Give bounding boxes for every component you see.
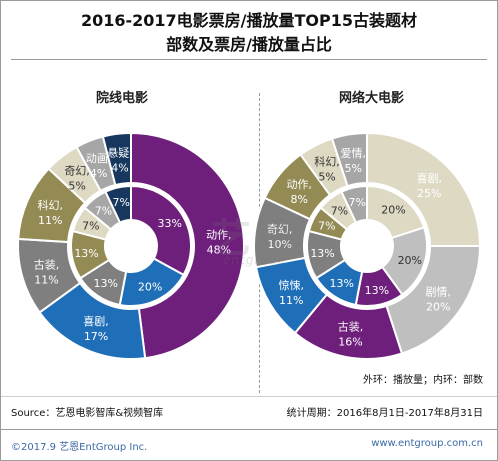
chart0-outer-label-1: 喜剧, 17% — [83, 315, 109, 343]
chart0-outer-label-6: 悬疑, 4% — [107, 147, 133, 175]
chart0-outer-label-5: 动画, 4% — [86, 152, 112, 180]
chart1-inner-label-6: 7% — [331, 204, 348, 217]
right-chart-title: 网络大电影 — [339, 91, 405, 106]
chart1-outer-label-4: 奇幻, 10% — [267, 223, 293, 251]
ring-legend-note: 外环：播放量；内环：部数 — [363, 375, 483, 386]
chart0-inner-label-3: 13% — [74, 247, 98, 260]
chart1-outer-label-3: 惊悚, 11% — [279, 278, 305, 307]
chart0-inner-label-4: 7% — [82, 220, 99, 233]
chart0-outer-slice-6 — [101, 131, 132, 187]
chart1-inner-label-0: 20% — [381, 204, 405, 217]
chart0-outer-label-2: 古装, 11% — [34, 259, 60, 287]
chart0-inner-label-0: 33% — [158, 217, 182, 230]
chart1-inner-slice-7 — [340, 184, 368, 224]
chart-title-line1: 2016-2017电影票房/播放量TOP15古装题材 — [80, 11, 418, 30]
chart0-inner-slice-6 — [104, 184, 132, 224]
chart-title-line2: 部数及票房/播放量占比 — [166, 35, 332, 54]
chart0-outer-label-3: 科幻, 11% — [37, 198, 63, 227]
chart1-outer-slice-0 — [366, 131, 482, 247]
chart0-inner-label-6: 7% — [112, 196, 129, 209]
period-note: 统计周期：2016年8月1日-2017年8月31日 — [286, 408, 483, 419]
chart1-inner-label-4: 13% — [310, 247, 334, 260]
title-divider — [11, 59, 487, 60]
chart1-outer-label-1: 剧情, 20% — [425, 286, 451, 314]
chart1-inner-label-3: 13% — [329, 277, 353, 290]
chart1-outer-label-5: 动作, 8% — [286, 178, 312, 206]
chart0-outer-slice-0 — [130, 131, 245, 360]
chart0-inner-label-2: 13% — [93, 277, 117, 290]
chart1-outer-slice-1 — [385, 245, 482, 355]
source-note: Source：艺恩电影智库&视频智库 — [11, 408, 164, 419]
chart1-inner-label-1: 20% — [398, 254, 422, 267]
chart1-outer-label-2: 古装, 16% — [338, 320, 364, 348]
footer-divider-bottom — [1, 429, 497, 430]
copyright-text: ©2017.9 艺恩EntGroup Inc. — [11, 442, 148, 453]
chart0-outer-label-0: 动作, 48% — [206, 228, 232, 256]
chart1-inner-label-2: 13% — [365, 284, 389, 297]
chart1-inner-label-7: 7% — [348, 196, 365, 209]
chart1-outer-label-0: 喜剧, 25% — [416, 172, 442, 200]
chart1-outer-label-6: 科幻, 5% — [314, 155, 340, 184]
chart1-outer-slice-7 — [330, 131, 368, 188]
chart1-inner-label-5: 7% — [318, 220, 335, 233]
chart0-inner-label-5: 7% — [95, 204, 112, 217]
chart0-inner-label-1: 20% — [138, 281, 162, 294]
watermark-logo: 艺恩 — [211, 216, 299, 262]
chart1-outer-label-7: 爱情, 5% — [340, 147, 366, 175]
chart0-outer-label-4: 奇幻, 5% — [64, 164, 90, 192]
footer-divider — [1, 396, 497, 397]
watermark-subtext: entgroup — [223, 253, 286, 267]
chart0-inner-slice-0 — [130, 184, 192, 277]
website-link[interactable]: www.entgroup.com.cn — [371, 438, 483, 449]
left-chart-title: 院线电影 — [96, 91, 149, 106]
